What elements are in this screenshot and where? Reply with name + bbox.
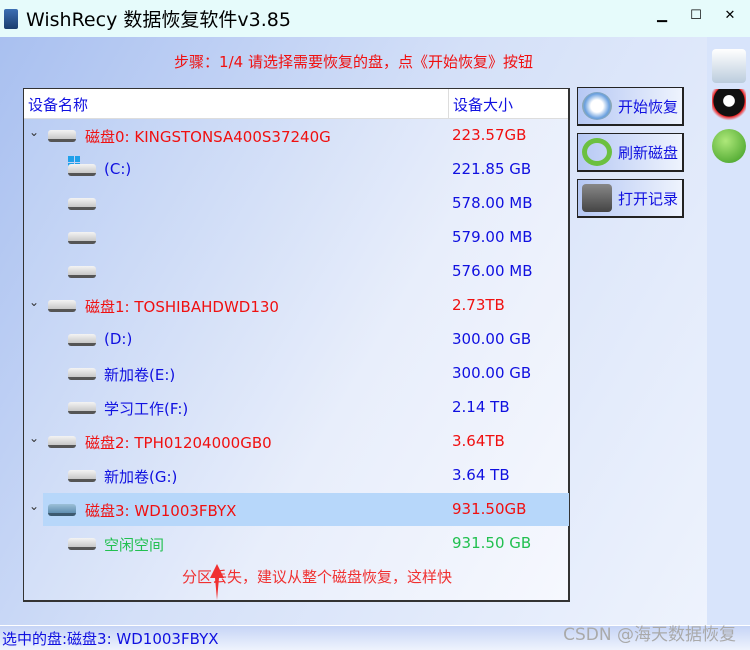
device-name: 磁盘0: KINGSTONSA400S37240G (85, 128, 331, 146)
maximize-button[interactable]: ☐ (690, 8, 702, 23)
disk-icon (48, 300, 76, 312)
status-bar: 选中的盘:磁盘3: WD1003FBYX (0, 626, 750, 650)
device-size: 2.73TB (452, 296, 505, 314)
annotation-arrow (210, 564, 224, 600)
device-name: 新加卷(E:) (104, 366, 176, 384)
device-name: 磁盘1: TOSHIBAHDWD130 (85, 298, 279, 316)
tree-header: 设备名称 设备大小 (24, 89, 568, 119)
partition-icon (68, 232, 96, 244)
device-name: 磁盘3: WD1003FBYX (85, 502, 237, 520)
partition-icon (68, 266, 96, 278)
disk-row[interactable]: ⌄ 磁盘3: WD1003FBYX 931.50GB (24, 493, 569, 527)
partition-icon (68, 334, 96, 346)
partition-icon (68, 402, 96, 414)
device-size: 221.85 GB (452, 160, 532, 178)
device-name: 学习工作(F:) (104, 400, 189, 418)
device-size: 931.50GB (452, 500, 527, 518)
annotation-text: 分区丢失，建议从整个磁盘恢复，这样快 (182, 568, 453, 586)
minimize-button[interactable]: ▁ (657, 8, 667, 23)
disk-icon (48, 504, 76, 516)
partition-row[interactable]: 579.00 MB (24, 221, 568, 255)
partition-icon (68, 368, 96, 380)
help-icon[interactable] (712, 129, 746, 163)
partition-icon (68, 538, 96, 550)
chevron-down-icon[interactable]: ⌄ (29, 295, 40, 309)
partition-row[interactable]: 学习工作(F:) 2.14 TB (24, 391, 568, 425)
partition-row[interactable]: 新加卷(G:) 3.64 TB (24, 459, 568, 493)
device-size: 576.00 MB (452, 262, 533, 280)
device-size: 2.14 TB (452, 398, 510, 416)
chevron-down-icon[interactable]: ⌄ (29, 125, 40, 139)
selection-highlight (43, 493, 569, 526)
device-name: (C:) (104, 160, 132, 178)
partition-row[interactable]: (D:) 300.00 GB (24, 323, 568, 357)
disk-icon (48, 436, 76, 448)
device-size: 3.64 TB (452, 466, 510, 484)
step-instruction: 步骤：1/4 请选择需要恢复的盘，点《开始恢复》按钮 (174, 53, 533, 71)
column-header-size[interactable]: 设备大小 (453, 96, 514, 114)
device-size: 579.00 MB (452, 228, 533, 246)
device-size: 578.00 MB (452, 194, 533, 212)
magnifier-icon (582, 92, 612, 120)
open-log-button[interactable]: 打开记录 (577, 179, 684, 218)
refresh-icon (582, 138, 612, 166)
selected-disk-status: 选中的盘:磁盘3: WD1003FBYX (2, 630, 219, 648)
device-name: 空闲空间 (104, 536, 165, 554)
disk-row[interactable]: ⌄ 磁盘1: TOSHIBAHDWD130 2.73TB (24, 289, 568, 323)
device-name: 磁盘2: TPH01204000GB0 (85, 434, 272, 452)
title-bar: WishRecy 数据恢复软件v3.85 ▁ ☐ ✕ (0, 0, 750, 37)
settings-icon[interactable] (712, 49, 746, 83)
partition-row[interactable]: 空闲空间 931.50 GB (24, 527, 568, 561)
device-name: (D:) (104, 330, 133, 348)
chevron-down-icon[interactable]: ⌄ (29, 499, 40, 513)
device-size: 931.50 GB (452, 534, 532, 552)
disk-row[interactable]: ⌄ 磁盘0: KINGSTONSA400S37240G 223.57GB (24, 119, 568, 153)
start-recovery-button[interactable]: 开始恢复 (577, 87, 684, 126)
device-size: 300.00 GB (452, 364, 532, 382)
close-button[interactable]: ✕ (724, 8, 736, 23)
device-size: 223.57GB (452, 126, 527, 144)
main-panel: 步骤：1/4 请选择需要恢复的盘，点《开始恢复》按钮 设备名称 设备大小 ⌄ 磁盘… (0, 37, 707, 625)
device-name: 新加卷(G:) (104, 468, 178, 486)
partition-row[interactable]: 新加卷(E:) 300.00 GB (24, 357, 568, 391)
app-icon (4, 8, 18, 29)
camcorder-icon (582, 184, 612, 212)
refresh-disk-button[interactable]: 刷新磁盘 (577, 133, 684, 172)
column-header-name[interactable]: 设备名称 (28, 96, 89, 114)
partition-icon (68, 470, 96, 482)
side-toolbar (707, 37, 750, 625)
partition-icon (68, 164, 96, 176)
disk-row[interactable]: ⌄ 磁盘2: TPH01204000GB0 3.64TB (24, 425, 568, 459)
partition-row[interactable]: (C:) 221.85 GB (24, 153, 568, 187)
qq-icon[interactable] (712, 89, 746, 123)
partition-icon (68, 198, 96, 210)
watermark: CSDN @海天数据恢复 (563, 625, 736, 645)
window-title: WishRecy 数据恢复软件v3.85 (26, 9, 291, 31)
chevron-down-icon[interactable]: ⌄ (29, 431, 40, 445)
device-tree[interactable]: 设备名称 设备大小 ⌄ 磁盘0: KINGSTONSA400S37240G 223.… (23, 88, 570, 602)
disk-icon (48, 130, 76, 142)
device-size: 300.00 GB (452, 330, 532, 348)
partition-row[interactable]: 576.00 MB (24, 255, 568, 289)
device-size: 3.64TB (452, 432, 505, 450)
partition-row[interactable]: 578.00 MB (24, 187, 568, 221)
